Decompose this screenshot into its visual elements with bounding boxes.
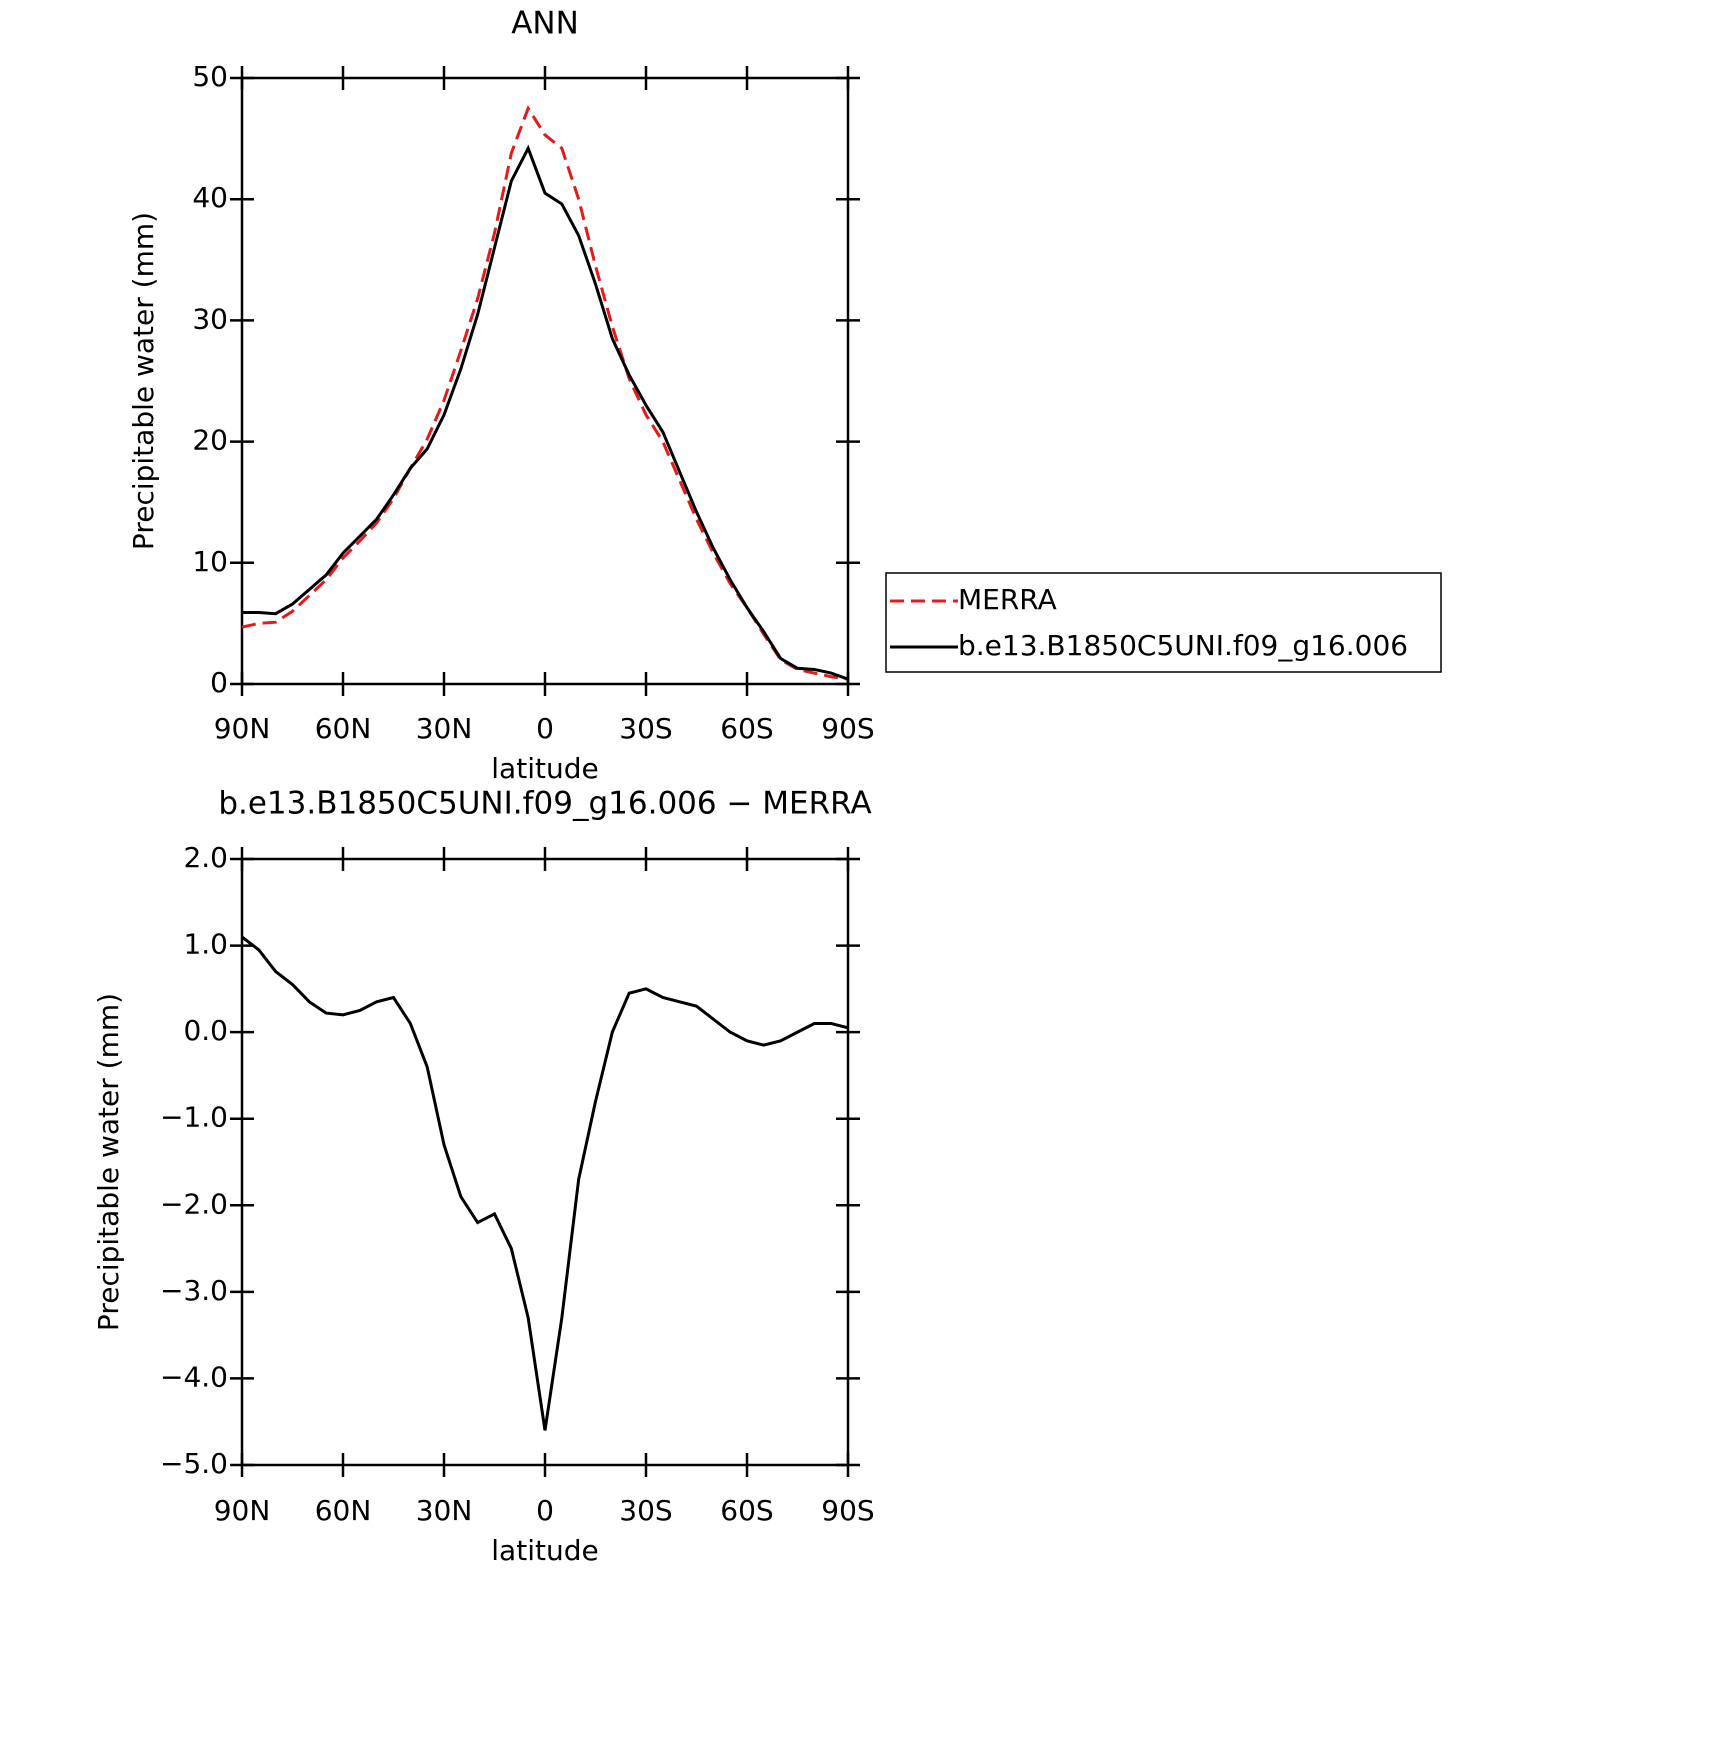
- x-tick-label: 30N: [416, 712, 473, 745]
- legend-label: b.e13.B1850C5UNI.f09_g16.006: [958, 629, 1408, 662]
- x-tick-label: 0: [536, 1494, 554, 1527]
- x-tick-label: 90N: [214, 1494, 271, 1527]
- y-tick-label: −5.0: [160, 1447, 228, 1480]
- y-tick-label: −3.0: [160, 1274, 228, 1307]
- y-tick-label: 2.0: [183, 841, 228, 874]
- y-tick-label: 20: [192, 424, 228, 457]
- y-tick-label: 50: [192, 60, 228, 93]
- x-tick-label: 90S: [821, 712, 874, 745]
- plot-frame: [240, 857, 850, 1467]
- y-tick-label: −2.0: [160, 1187, 228, 1220]
- y-axis-label: Precipitable water (mm): [127, 212, 160, 550]
- x-tick-label: 30N: [416, 1494, 473, 1527]
- data-line: [241, 104, 849, 681]
- x-tick-label: 60S: [720, 712, 773, 745]
- plot-frame: [240, 76, 850, 686]
- y-tick-label: 1.0: [183, 928, 228, 961]
- y-axis-label: Precipitable water (mm): [92, 993, 125, 1331]
- x-tick-label: 60N: [315, 1494, 372, 1527]
- y-tick-label: 0: [210, 666, 228, 699]
- x-tick-label: 0: [536, 712, 554, 745]
- x-tick-label: 90N: [214, 712, 271, 745]
- x-axis-label: latitude: [491, 1534, 598, 1567]
- y-tick-label: 0.0: [183, 1014, 228, 1047]
- legend-box: [885, 572, 1442, 673]
- x-tick-label: 30S: [619, 1494, 672, 1527]
- y-tick-label: 10: [192, 545, 228, 578]
- y-tick-label: −4.0: [160, 1360, 228, 1393]
- chart-title: ANN: [511, 6, 579, 42]
- legend-label: MERRA: [958, 583, 1057, 616]
- y-tick-label: −1.0: [160, 1101, 228, 1134]
- y-tick-label: 40: [192, 181, 228, 214]
- x-tick-label: 30S: [619, 712, 672, 745]
- chart-title: b.e13.B1850C5UNI.f09_g16.006 − MERRA: [218, 786, 871, 822]
- x-tick-label: 60N: [315, 712, 372, 745]
- y-tick-label: 30: [192, 302, 228, 335]
- data-line: [242, 144, 849, 681]
- x-tick-label: 60S: [720, 1494, 773, 1527]
- x-tick-label: 90S: [821, 1494, 874, 1527]
- x-axis-label: latitude: [491, 752, 598, 785]
- data-line: [241, 935, 849, 1431]
